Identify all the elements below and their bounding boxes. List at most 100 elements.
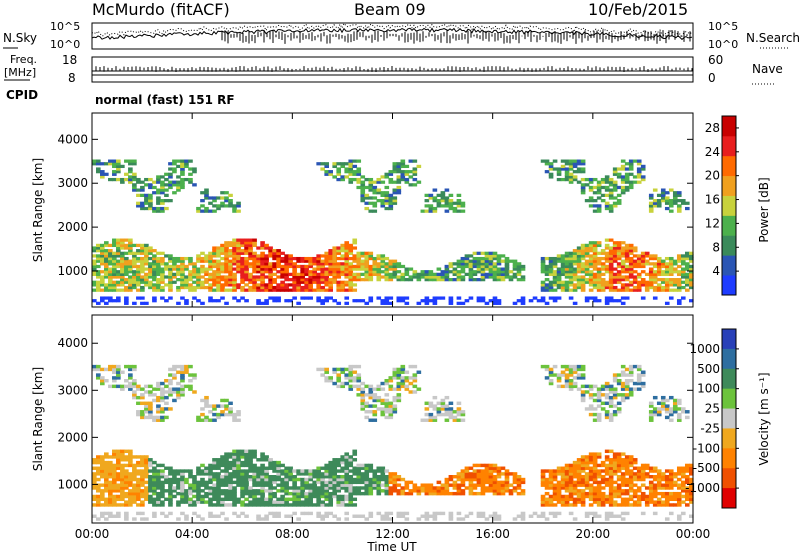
power-cell — [100, 262, 105, 266]
velocity-cell — [676, 486, 682, 490]
beam-title: Beam 09 — [354, 0, 426, 19]
velocity-cell — [460, 489, 466, 493]
velocity-cell — [592, 407, 598, 411]
velocity-cell — [248, 469, 253, 473]
velocity-cell — [200, 463, 205, 468]
power-cell — [604, 193, 610, 197]
velocity-cell — [244, 497, 249, 502]
velocity-cell — [288, 503, 293, 507]
velocity-cell — [232, 511, 237, 516]
velocity-cell — [444, 395, 450, 400]
velocity-cell — [188, 486, 193, 490]
velocity-cell — [496, 480, 502, 485]
velocity-cell — [224, 480, 229, 485]
power-cell — [488, 262, 494, 266]
velocity-cell — [212, 477, 217, 482]
velocity-cell — [144, 415, 149, 420]
power-cell — [340, 177, 346, 182]
velocity-cell — [324, 463, 329, 468]
velocity-cell — [468, 466, 474, 470]
velocity-cell — [540, 497, 546, 502]
velocity-cell — [604, 497, 610, 502]
velocity-cell — [296, 497, 301, 502]
power-cell — [624, 188, 630, 192]
velocity-cell — [100, 460, 105, 465]
velocity-cell — [356, 486, 362, 490]
power-cell — [616, 299, 622, 303]
velocity-cell — [232, 463, 237, 468]
velocity-cell — [288, 475, 293, 479]
power-cell — [152, 262, 157, 266]
power-cell — [344, 262, 350, 266]
power-cell — [212, 288, 217, 292]
velocity-cell — [224, 497, 229, 502]
velocity-cell — [208, 475, 213, 479]
power-cell — [208, 209, 213, 213]
power-cell — [132, 159, 137, 163]
power-cell — [660, 191, 666, 195]
velocity-cell — [604, 393, 610, 397]
velocity-cell — [360, 486, 366, 490]
velocity-cell — [572, 384, 578, 389]
power-cell — [256, 285, 261, 290]
velocity-cell — [668, 410, 674, 414]
power-cell — [444, 275, 450, 279]
velocity-cell — [628, 373, 634, 377]
power-cell — [160, 280, 165, 284]
velocity-cell — [96, 477, 101, 482]
power-cell — [160, 296, 165, 300]
velocity-cell — [624, 458, 630, 462]
power-cell — [148, 275, 153, 279]
power-cell — [100, 288, 105, 292]
velocity-cell — [200, 407, 205, 411]
power-cell — [652, 256, 658, 261]
velocity-cell — [140, 401, 145, 406]
power-cell — [592, 272, 598, 276]
power-cell — [492, 299, 498, 303]
power-cell — [656, 288, 662, 292]
velocity-cell — [116, 452, 121, 456]
velocity-cell — [384, 480, 390, 485]
velocity-cell — [652, 469, 658, 473]
power-cell — [224, 275, 229, 279]
power-cell — [140, 180, 145, 184]
velocity-cell — [580, 463, 586, 468]
power-cell — [120, 283, 125, 287]
power-cell — [268, 246, 273, 250]
power-cell — [112, 288, 117, 292]
power-cell — [292, 264, 297, 269]
velocity-cell — [580, 390, 586, 394]
power-cell — [668, 262, 674, 266]
power-cell — [312, 259, 317, 263]
power-cell — [660, 262, 666, 266]
velocity-cell — [652, 503, 658, 507]
power-cell — [360, 262, 366, 266]
velocity-cell — [252, 455, 257, 459]
power-cell — [408, 159, 414, 163]
power-cell — [484, 275, 490, 279]
velocity-cell — [580, 393, 586, 397]
power-cell — [272, 254, 277, 258]
noise-panel-frame — [91, 22, 694, 50]
power-cell — [292, 278, 297, 282]
power-cell — [624, 278, 630, 282]
velocity-cell — [636, 376, 642, 380]
velocity-cell — [244, 514, 249, 518]
power-cell — [232, 262, 237, 266]
velocity-cell — [552, 494, 558, 499]
power-cell — [100, 256, 105, 261]
power-cell — [360, 267, 366, 271]
velocity-cell — [248, 466, 253, 470]
power-cell — [248, 275, 253, 279]
velocity-cell — [684, 475, 690, 479]
velocity-cell — [164, 390, 169, 394]
velocity-cell — [248, 452, 253, 456]
power-cell — [500, 259, 506, 263]
velocity-cell — [468, 472, 474, 476]
velocity-cell — [184, 367, 189, 372]
power-cell — [548, 167, 554, 171]
power-cell — [348, 272, 354, 276]
velocity-cell — [580, 497, 586, 502]
velocity-cell — [368, 395, 374, 400]
velocity-cell — [540, 364, 546, 369]
